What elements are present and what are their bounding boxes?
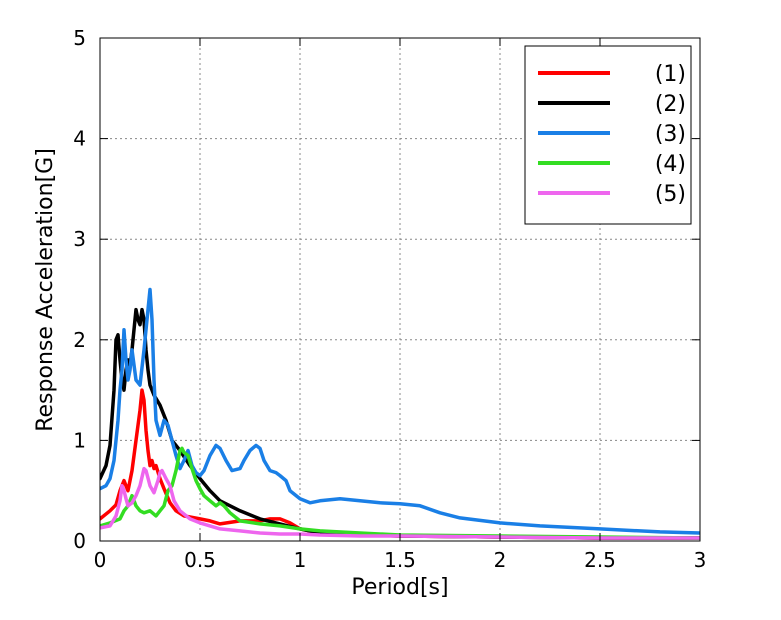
y-tick-label: 5 [73, 26, 86, 50]
x-tick-label: 0.5 [184, 548, 216, 572]
series-line-5 [100, 466, 700, 540]
series-line-3 [100, 287, 700, 535]
legend: (1) (2) (3) (4) (5) [524, 45, 692, 225]
data-series [100, 287, 700, 540]
legend-label-3: (3) [655, 122, 686, 147]
y-tick-label: 2 [73, 328, 86, 352]
legend-label-2: (2) [655, 92, 686, 117]
y-tick-label: 1 [73, 428, 86, 452]
legend-label-1: (1) [655, 62, 686, 87]
y-axis-title: Response Acceleration[G] [33, 148, 58, 432]
legend-label-5: (5) [655, 182, 686, 207]
y-tick-label: 3 [73, 227, 86, 251]
y-tick-label: 4 [73, 127, 86, 151]
x-tick-label: 3 [694, 548, 707, 572]
x-tick-label: 2.5 [584, 548, 616, 572]
x-tick-label: 2 [494, 548, 507, 572]
axis-ticks: 0 0.5 1 1.5 2 2.5 3 0 1 2 3 4 5 [73, 26, 706, 572]
series-line-4 [100, 446, 700, 540]
y-tick-label: 0 [73, 529, 86, 553]
legend-label-4: (4) [655, 152, 686, 177]
x-axis-title: Period[s] [351, 575, 448, 600]
x-tick-label: 0 [94, 548, 107, 572]
x-tick-label: 1.5 [384, 548, 416, 572]
x-tick-label: 1 [294, 548, 307, 572]
